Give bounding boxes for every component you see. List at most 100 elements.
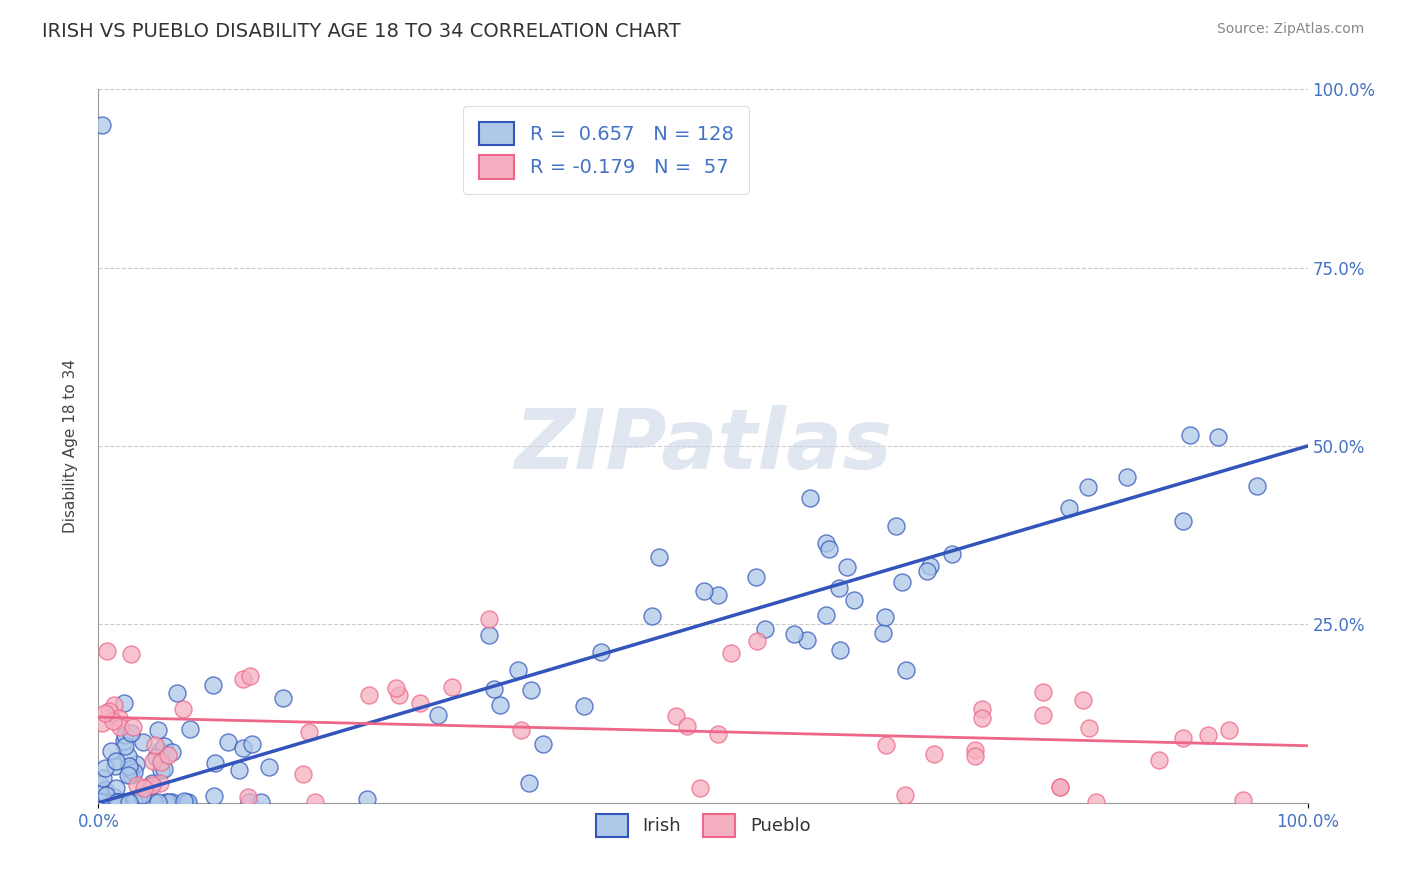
- Point: [357, 688, 380, 702]
- Point: [110, 795, 132, 809]
- Point: [143, 795, 166, 809]
- Point: [149, 776, 172, 790]
- Point: [531, 737, 554, 751]
- Point: [145, 738, 167, 752]
- Point: [1178, 428, 1201, 442]
- Point: [107, 711, 129, 725]
- Point: [118, 795, 141, 809]
- Point: [1049, 780, 1071, 794]
- Point: [1032, 684, 1054, 698]
- Point: [114, 739, 136, 754]
- Point: [1085, 795, 1108, 809]
- Point: [112, 696, 135, 710]
- Point: [217, 735, 239, 749]
- Point: [105, 795, 128, 809]
- Point: [1218, 723, 1240, 738]
- Point: [814, 607, 837, 622]
- Point: [1173, 731, 1195, 745]
- Point: [589, 645, 612, 659]
- Point: [249, 795, 271, 809]
- Point: [884, 519, 907, 533]
- Point: [101, 714, 124, 728]
- Point: [152, 739, 174, 754]
- Point: [707, 588, 730, 602]
- Point: [648, 549, 671, 564]
- Point: [572, 698, 595, 713]
- Point: [176, 795, 198, 809]
- Point: [115, 795, 138, 809]
- Point: [783, 627, 806, 641]
- Point: [110, 795, 132, 809]
- Point: [482, 681, 505, 696]
- Point: [238, 795, 260, 809]
- Point: [172, 702, 194, 716]
- Point: [103, 795, 125, 809]
- Point: [745, 634, 768, 648]
- Y-axis label: Disability Age 18 to 34: Disability Age 18 to 34: [63, 359, 77, 533]
- Point: [89, 777, 111, 791]
- Point: [121, 795, 143, 809]
- Point: [799, 491, 821, 506]
- Point: [517, 776, 540, 790]
- Point: [706, 727, 728, 741]
- Point: [1232, 793, 1254, 807]
- Point: [117, 795, 139, 809]
- Point: [121, 795, 143, 809]
- Point: [1197, 728, 1219, 742]
- Point: [356, 792, 378, 806]
- Point: [894, 663, 917, 677]
- Point: [176, 795, 198, 809]
- Point: [128, 795, 150, 809]
- Point: [744, 570, 766, 584]
- Point: [149, 755, 172, 769]
- Point: [238, 789, 260, 804]
- Point: [204, 789, 226, 803]
- Point: [1071, 693, 1094, 707]
- Point: [1246, 479, 1268, 493]
- Point: [90, 716, 112, 731]
- Point: [915, 564, 938, 578]
- Point: [1077, 479, 1099, 493]
- Point: [271, 690, 294, 705]
- Point: [142, 795, 165, 809]
- Point: [136, 795, 159, 809]
- Point: [941, 547, 963, 561]
- Point: [104, 759, 127, 773]
- Point: [232, 673, 254, 687]
- Point: [972, 711, 994, 725]
- Point: [842, 592, 865, 607]
- Point: [141, 778, 163, 792]
- Point: [148, 795, 170, 809]
- Point: [94, 788, 117, 802]
- Point: [1173, 515, 1195, 529]
- Point: [105, 795, 128, 809]
- Point: [689, 780, 711, 795]
- Point: [201, 678, 224, 692]
- Point: [91, 771, 114, 785]
- Point: [873, 610, 896, 624]
- Point: [100, 795, 122, 809]
- Point: [693, 583, 716, 598]
- Point: [117, 748, 139, 763]
- Point: [204, 756, 226, 771]
- Point: [257, 760, 280, 774]
- Point: [94, 761, 117, 775]
- Text: ZIPatlas: ZIPatlas: [515, 406, 891, 486]
- Point: [124, 795, 146, 809]
- Point: [90, 795, 112, 809]
- Point: [426, 708, 449, 723]
- Point: [409, 696, 432, 710]
- Point: [105, 795, 128, 809]
- Point: [110, 795, 132, 809]
- Point: [837, 559, 859, 574]
- Point: [117, 795, 139, 809]
- Point: [814, 535, 837, 549]
- Point: [125, 779, 148, 793]
- Point: [478, 612, 501, 626]
- Point: [1115, 470, 1137, 484]
- Point: [153, 762, 176, 776]
- Point: [489, 698, 512, 712]
- Point: [107, 795, 129, 809]
- Point: [160, 746, 183, 760]
- Point: [105, 781, 128, 796]
